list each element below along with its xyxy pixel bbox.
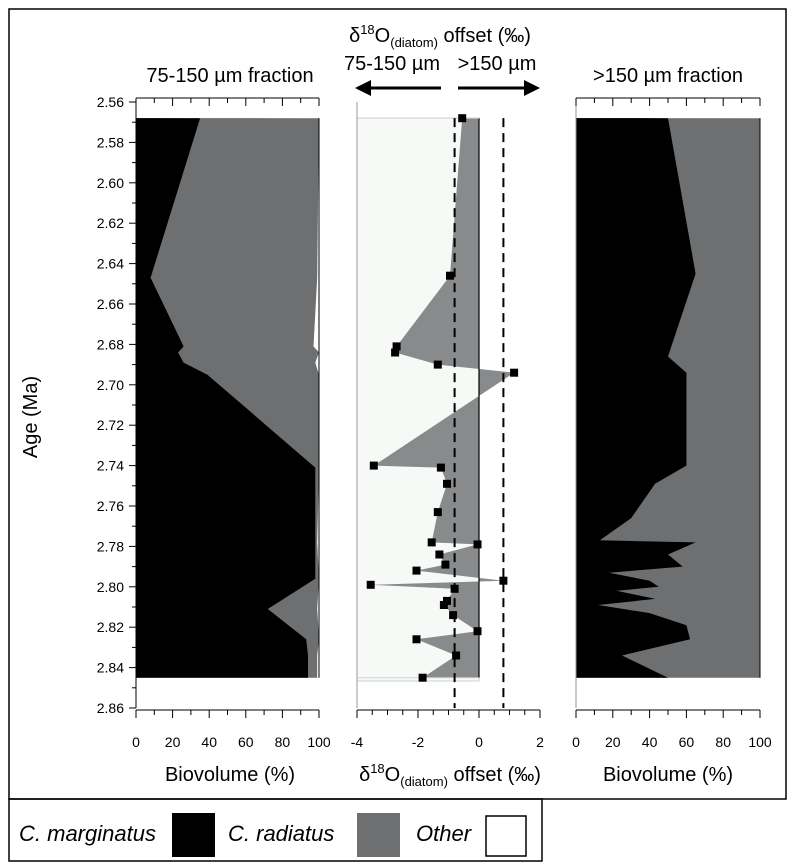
legend-frame bbox=[8, 798, 543, 862]
y-axis-ticks: 2.56 2.58 2.60 2.62 2.64 2.66 2.68 2.70 2.72 2.74… bbox=[97, 94, 136, 716]
legend-label-other: Other bbox=[416, 821, 473, 846]
middle-direction-arrows bbox=[355, 80, 540, 96]
legend-label-marginatus: C. marginatus bbox=[19, 821, 156, 846]
right-x-tick-label: 100 bbox=[748, 734, 772, 750]
data-point bbox=[450, 584, 459, 593]
y-tick-label: 2.76 bbox=[97, 498, 124, 514]
right-x-tick-label: 60 bbox=[679, 734, 695, 750]
left-x-tick-label: 40 bbox=[201, 734, 217, 750]
left-x-tick-label: 100 bbox=[307, 734, 331, 750]
data-point bbox=[392, 342, 401, 351]
legend: C. marginatus C. radiatus Other bbox=[8, 798, 543, 862]
middle-arrow-left-label: 75-150 µm bbox=[344, 53, 440, 75]
data-point bbox=[449, 611, 458, 620]
left-x-tick-label: 80 bbox=[275, 734, 291, 750]
left-panel-title: 75-150 µm fraction bbox=[146, 65, 313, 87]
y-tick-label: 2.66 bbox=[97, 296, 124, 312]
data-point bbox=[436, 463, 445, 472]
middle-x-tick-label: 0 bbox=[475, 734, 483, 750]
middle-x-tick-label: 2 bbox=[536, 734, 544, 750]
data-point bbox=[366, 580, 375, 589]
middle-arrow-right-label: >150 µm bbox=[458, 53, 537, 75]
data-point bbox=[452, 651, 461, 660]
left-x-label: Biovolume (%) bbox=[165, 764, 295, 786]
left-area-chart bbox=[136, 118, 320, 678]
middle-x-label: δ18O(diatom) offset (‰) bbox=[359, 761, 541, 789]
y-tick-label: 2.86 bbox=[97, 700, 124, 716]
data-point bbox=[391, 348, 400, 357]
right-area-marginatus bbox=[576, 118, 696, 678]
left-x-tick-label: 60 bbox=[238, 734, 254, 750]
bottom-axes: 0 20 40 60 80 100 0 20 40 60 80 100 -4 -2 0 2 bbox=[132, 709, 772, 750]
data-point bbox=[369, 461, 378, 470]
data-point bbox=[435, 550, 444, 559]
y-tick-label: 2.58 bbox=[97, 134, 124, 150]
y-axis-label: Age (Ma) bbox=[20, 376, 42, 458]
data-point bbox=[412, 635, 421, 644]
y-tick-label: 2.64 bbox=[97, 256, 124, 272]
legend-swatch-marginatus bbox=[172, 813, 215, 857]
data-point bbox=[443, 596, 451, 605]
right-x-tick-label: 20 bbox=[605, 734, 621, 750]
right-x-tick-label: 0 bbox=[572, 734, 580, 750]
data-point bbox=[433, 360, 442, 369]
right-area-chart bbox=[576, 118, 761, 678]
data-point bbox=[427, 538, 436, 547]
left-x-tick-label: 20 bbox=[165, 734, 181, 750]
data-point bbox=[433, 508, 442, 517]
data-point bbox=[441, 560, 450, 569]
data-point bbox=[473, 627, 482, 636]
right-panel-title: >150 µm fraction bbox=[593, 65, 743, 87]
left-x-tick-label: 0 bbox=[132, 734, 140, 750]
legend-swatch-other bbox=[485, 815, 527, 857]
right-x-tick-label: 40 bbox=[642, 734, 658, 750]
legend-label-radiatus: C. radiatus bbox=[228, 821, 334, 846]
data-point bbox=[499, 576, 508, 585]
data-point bbox=[439, 601, 448, 609]
y-tick-label: 2.60 bbox=[97, 175, 124, 191]
y-tick-label: 2.82 bbox=[97, 619, 124, 635]
data-point bbox=[412, 566, 421, 575]
offset-fill-area bbox=[370, 118, 515, 678]
y-tick-label: 2.62 bbox=[97, 215, 124, 231]
data-point bbox=[443, 479, 451, 488]
y-tick-label: 2.80 bbox=[97, 579, 124, 595]
right-x-label: Biovolume (%) bbox=[603, 764, 733, 786]
data-point bbox=[510, 368, 519, 377]
middle-x-tick-label: -2 bbox=[412, 734, 425, 750]
left-area-marginatus bbox=[136, 118, 316, 678]
data-point bbox=[446, 271, 454, 280]
middle-x-tick-label: -4 bbox=[351, 734, 364, 750]
y-tick-label: 2.74 bbox=[97, 458, 124, 474]
middle-panel-title: δ18O(diatom) offset (‰) bbox=[349, 22, 531, 50]
y-tick-label: 2.84 bbox=[97, 660, 124, 676]
data-point bbox=[418, 673, 427, 682]
y-tick-label: 2.68 bbox=[97, 336, 124, 352]
legend-swatch-radiatus bbox=[357, 813, 400, 857]
y-tick-label: 2.70 bbox=[97, 377, 124, 393]
data-point bbox=[458, 114, 467, 123]
right-x-tick-label: 80 bbox=[715, 734, 731, 750]
offset-reference-lines bbox=[453, 118, 505, 708]
top-axes bbox=[135, 97, 761, 106]
offset-markers bbox=[366, 114, 519, 682]
y-tick-label: 2.72 bbox=[97, 417, 124, 433]
y-tick-label: 2.56 bbox=[97, 94, 124, 110]
y-tick-label: 2.78 bbox=[97, 538, 124, 554]
data-point bbox=[473, 540, 482, 549]
